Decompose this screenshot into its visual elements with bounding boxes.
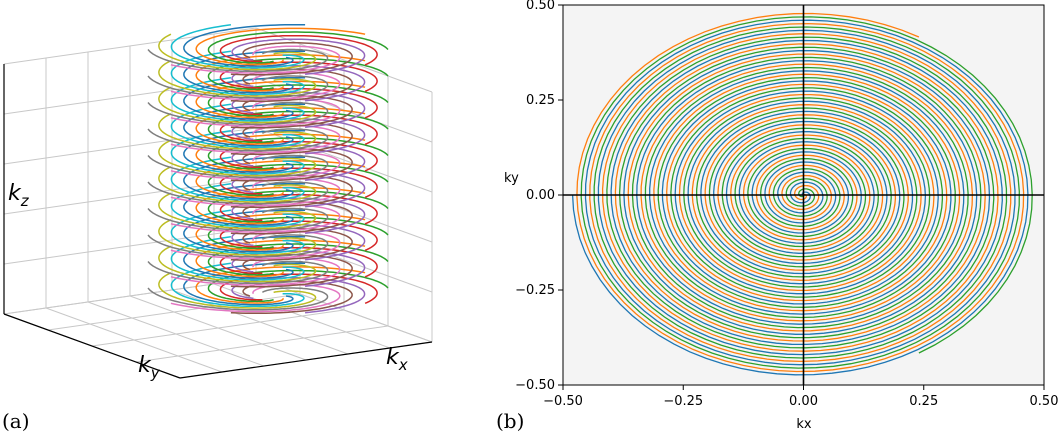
spiral-level-1-arm-8 (147, 287, 329, 311)
spiral-level-10-arm-5 (231, 38, 366, 75)
y-tick-label: −0.25 (515, 283, 555, 298)
spiral-level-6-arm-2 (195, 133, 366, 172)
axis-edge (3, 313, 181, 379)
x-tick-label: 0.50 (1030, 394, 1058, 409)
grid-line (213, 283, 391, 349)
spiral-level-5-arm-10 (170, 156, 305, 202)
spiral-level-10-arm-4 (219, 34, 378, 66)
spiral-level-8-arm-9 (158, 86, 317, 124)
x-tick-label: −0.50 (543, 394, 583, 409)
spiral-level-8-arm-10 (170, 77, 305, 122)
spiral-level-6-arm-1 (183, 129, 306, 173)
spiral-level-9-arm-10 (170, 50, 305, 96)
panel-label-b: (b) (496, 409, 524, 433)
grid-line (87, 301, 265, 367)
panel-b-2d-spiral-chart: −0.50 −0.25 0.00 0.25 0.50 0.50 0.25 0.00 −0.25 −… (504, 0, 1058, 432)
y-axis-label: ky (504, 171, 519, 186)
panel-label-a: (a) (2, 409, 30, 433)
spiral-level-10-arm-9 (158, 33, 317, 71)
spiral-interleave-2 (576, 12, 1025, 373)
spiral-level-3-arm-2 (195, 213, 366, 251)
spiral-level-10-arm-6 (230, 42, 353, 76)
spiral-level-1-arm-10 (170, 262, 305, 308)
spiral-level-3-arm-9 (158, 219, 317, 256)
spiral-level-10-arm-10 (170, 24, 305, 69)
spiral-level-2-arm-2 (195, 239, 366, 278)
x-axis-label: kx (796, 417, 812, 432)
spiral-level-4-arm-10 (170, 183, 305, 228)
spiral-level-3-arm-8 (147, 234, 329, 258)
spiral-level-8-arm-1 (183, 76, 306, 120)
spiral-level-1-arm-9 (158, 272, 317, 309)
spiral-level-9-arm-8 (147, 75, 329, 99)
spiral-level-10-arm-1 (183, 23, 306, 67)
grid-line (3, 177, 257, 215)
y-tick-label: 0.50 (526, 0, 555, 13)
spiral-level-5-arm-8 (147, 181, 329, 205)
spiral-level-6-arm-10 (170, 130, 305, 175)
x-tick-label: −0.25 (663, 394, 703, 409)
spiral-level-5-arm-2 (195, 160, 366, 198)
kz-axis-label: kz (8, 181, 30, 210)
spiral-level-3-arm-1 (183, 209, 306, 253)
spiral-level-7-arm-1 (183, 103, 306, 147)
spiral-level-5-arm-9 (158, 166, 317, 203)
spiral-level-10-arm-7 (170, 45, 341, 74)
grid-line (3, 27, 257, 65)
axis-edge (179, 341, 433, 379)
spiral-level-1-arm-2 (195, 266, 366, 304)
x-tick-label: 0.00 (789, 394, 818, 409)
spiral-level-7-arm-8 (147, 128, 329, 152)
panel-a-spirals (147, 23, 389, 315)
spiral-level-2-arm-8 (147, 260, 329, 285)
spiral-level-8-arm-8 (147, 101, 329, 126)
y-tick-label: 0.25 (526, 93, 555, 108)
panel-a-grid (3, 27, 433, 379)
panel-b-ticks: −0.50 −0.25 0.00 0.25 0.50 0.50 0.25 0.00 −0.25 −… (515, 0, 1058, 409)
spiral-level-4-arm-8 (147, 207, 329, 232)
spiral-level-10-arm-3 (207, 31, 389, 64)
grid-line (255, 177, 433, 243)
spiral-level-2-arm-10 (170, 236, 305, 281)
grid-line (129, 295, 307, 361)
spiral-level-7-arm-10 (170, 103, 305, 149)
kx-axis-label: kx (386, 345, 408, 374)
spiral-interleave-3 (580, 16, 1033, 369)
grid-line (3, 227, 257, 265)
spiral-level-3-arm-10 (170, 209, 305, 255)
panel-a-3d-spiral-chart: kz ky kx (3, 23, 433, 382)
spiral-level-4-arm-1 (183, 182, 306, 226)
spiral-level-4-arm-2 (195, 186, 366, 225)
spiral-level-8-arm-2 (195, 80, 366, 119)
grid-line (3, 77, 257, 115)
spiral-level-10-arm-2 (195, 27, 366, 66)
spiral-level-4-arm-9 (158, 192, 317, 230)
spiral-level-7-arm-2 (195, 107, 366, 145)
spiral-level-6-arm-9 (158, 139, 317, 177)
y-tick-label: 0.00 (526, 188, 555, 203)
spiral-level-5-arm-1 (183, 156, 306, 200)
x-tick-label: 0.25 (909, 394, 938, 409)
spiral-level-6-arm-8 (147, 154, 329, 179)
spiral-level-9-arm-2 (195, 54, 366, 92)
grid-line (45, 307, 223, 373)
spiral-level-2-arm-9 (158, 245, 317, 283)
spiral-level-10-arm-8 (147, 48, 329, 73)
spiral-level-7-arm-9 (158, 113, 317, 150)
spiral-level-2-arm-1 (183, 235, 306, 279)
spiral-level-9-arm-1 (183, 50, 306, 94)
spiral-level-9-arm-9 (158, 60, 317, 97)
ky-axis-label: ky (138, 353, 161, 382)
y-tick-label: −0.50 (515, 378, 555, 393)
spiral-level-1-arm-1 (183, 262, 306, 306)
